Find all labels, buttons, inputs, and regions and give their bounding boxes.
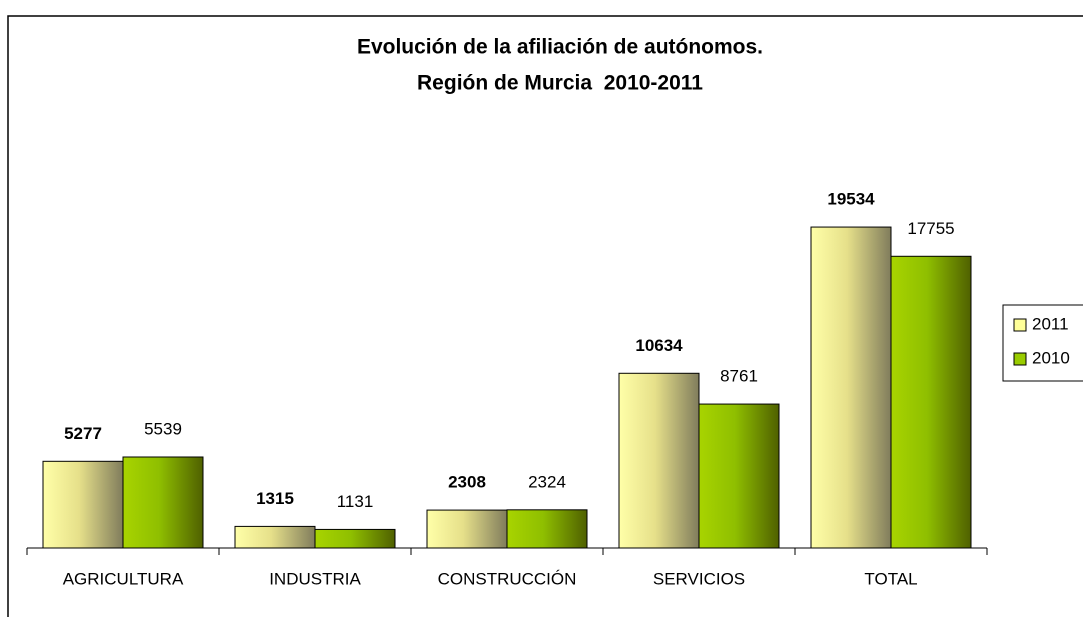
bar bbox=[698, 403, 780, 549]
bar bbox=[122, 456, 204, 549]
bar bbox=[506, 509, 588, 549]
legend-swatch bbox=[1013, 318, 1027, 332]
x-tick-label: INDUSTRIA bbox=[269, 569, 361, 588]
value-label: 5539 bbox=[144, 419, 182, 438]
chart-title: Evolución de la afiliación de autónomos. bbox=[357, 36, 763, 59]
value-label: 5277 bbox=[64, 424, 102, 443]
value-label: 17755 bbox=[907, 219, 954, 238]
bar bbox=[314, 528, 396, 549]
value-label: 8761 bbox=[720, 367, 758, 386]
chart-frame bbox=[7, 15, 1083, 617]
x-tick-label: AGRICULTURA bbox=[63, 569, 184, 588]
legend-swatch bbox=[1013, 352, 1027, 366]
bar bbox=[426, 509, 508, 549]
x-tick-label: CONSTRUCCIÓN bbox=[438, 569, 577, 588]
value-label: 2324 bbox=[528, 472, 566, 491]
legend-label: 2011 bbox=[1032, 314, 1069, 333]
bar bbox=[234, 525, 316, 549]
bar bbox=[42, 460, 124, 549]
legend-label: 2010 bbox=[1032, 348, 1070, 367]
value-label: 1315 bbox=[256, 489, 294, 508]
value-label: 1131 bbox=[337, 492, 374, 511]
bar bbox=[810, 226, 892, 549]
x-tick-label: TOTAL bbox=[864, 569, 917, 588]
value-label: 10634 bbox=[635, 336, 683, 355]
bar bbox=[618, 372, 700, 549]
x-tick-label: SERVICIOS bbox=[653, 569, 745, 588]
chart-title: Región de Murcia 2010-2011 bbox=[417, 72, 703, 95]
bar bbox=[890, 255, 972, 549]
value-label: 2308 bbox=[448, 473, 486, 492]
value-label: 19534 bbox=[827, 190, 875, 209]
legend-box bbox=[1002, 304, 1083, 382]
